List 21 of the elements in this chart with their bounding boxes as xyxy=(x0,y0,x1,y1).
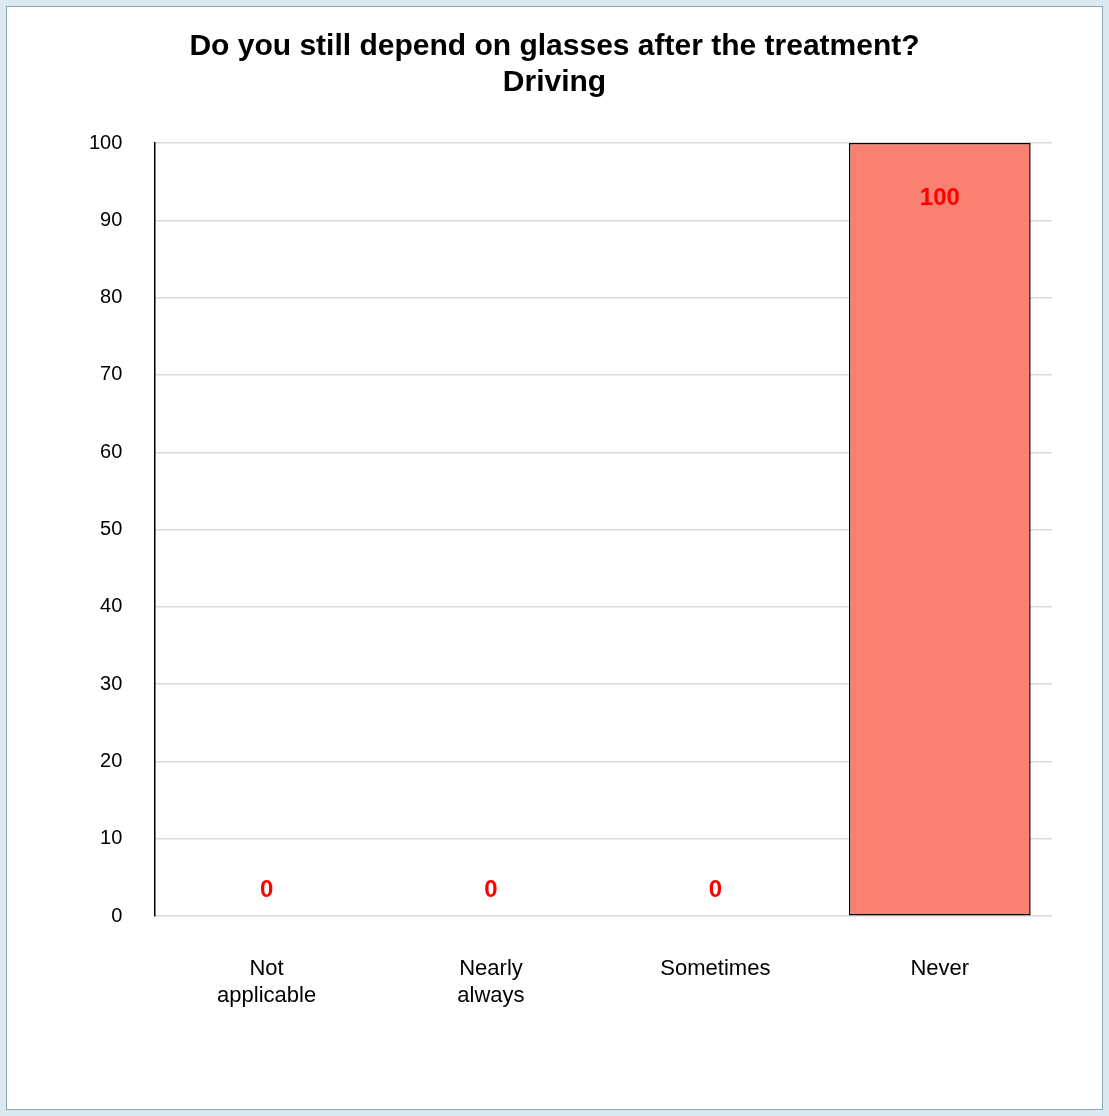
y-tick-label: 0 xyxy=(111,903,123,926)
x-tick-label: Sometimes xyxy=(660,955,771,981)
y-tick-label: 80 xyxy=(100,285,123,308)
y-tick-label: 10 xyxy=(100,826,123,849)
data-label: 100 xyxy=(919,182,960,210)
y-tick-label: 40 xyxy=(100,594,123,617)
chart-title: Do you still depend on glasses after the treatment? xyxy=(189,28,920,62)
y-tick-label: 90 xyxy=(100,207,123,230)
y-tick-label: 100 xyxy=(88,130,123,153)
data-label: 0 xyxy=(708,874,723,902)
chart-subtitle: Driving xyxy=(502,64,607,98)
data-label: 0 xyxy=(484,874,498,902)
y-tick-label: 50 xyxy=(100,517,123,540)
x-tick-label: Not applicable xyxy=(217,955,317,1007)
y-tick-label: 30 xyxy=(100,671,123,694)
y-tick-label: 70 xyxy=(100,362,123,385)
x-tick-label: Never xyxy=(910,955,970,981)
y-tick-label: 20 xyxy=(100,749,123,772)
y-tick-label: 60 xyxy=(100,439,123,462)
data-label: 0 xyxy=(259,874,274,902)
x-tick-label: Nearly always xyxy=(457,955,525,1007)
